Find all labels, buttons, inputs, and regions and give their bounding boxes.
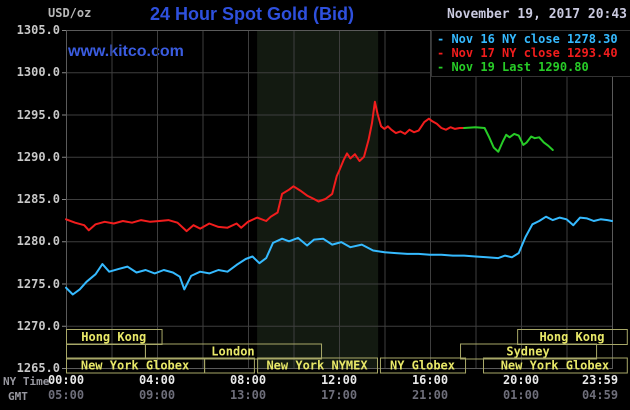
x-tick-label: 00:00	[47, 373, 85, 387]
y-tick-label: 1270.0	[16, 318, 60, 333]
legend-item: - Nov 19 Last 1290.80	[437, 60, 630, 74]
gmt-axis-label: GMT	[8, 390, 28, 403]
session-box-unlabeled	[66, 343, 146, 360]
legend-marker-dash: -	[437, 60, 452, 74]
x-tick-label: 16:00	[411, 373, 449, 387]
y-tick-label: 1275.0	[16, 276, 60, 291]
session-label: Hong Kong	[81, 330, 146, 344]
x-tick-label: 08:00	[229, 373, 267, 387]
session-box-ny-globex	[379, 357, 467, 374]
legend-item-value: 1293.40	[567, 46, 618, 60]
ny-time-axis-label: NY Time	[3, 375, 50, 388]
legend-marker-dash: -	[437, 32, 452, 46]
x-tick-label: 05:00	[47, 388, 85, 402]
legend-item-value: 1278.30	[567, 32, 618, 46]
kitco-watermark-link[interactable]: www.kitco.com	[68, 43, 184, 60]
session-box-unlabeled	[204, 357, 255, 374]
x-tick-label: 21:00	[411, 388, 449, 402]
session-label: London	[211, 345, 254, 359]
legend-item: - Nov 17 NY close 1293.40	[437, 46, 630, 60]
session-box-sydney	[460, 343, 598, 360]
price-line-nov-17	[65, 100, 466, 233]
plot-border	[66, 30, 613, 369]
legend: - Nov 16 NY close 1278.30- Nov 17 NY clo…	[431, 30, 630, 77]
price-line-nov-19	[463, 126, 554, 153]
legend-item: - Nov 16 NY close 1278.30	[437, 32, 630, 46]
legend-marker-dash: -	[437, 46, 452, 60]
y-tick-label: 1265.0	[16, 361, 60, 375]
x-tick-label: 20:00	[502, 373, 540, 387]
datetime-label: November 19, 2017 20:43	[446, 7, 627, 22]
session-label: Sydney	[506, 345, 549, 359]
y-tick-label: 1285.0	[16, 192, 60, 206]
session-box-new-york-nymex	[257, 357, 378, 374]
y-tick-label: 1305.0	[16, 23, 60, 37]
x-tick-label: 04:00	[138, 373, 176, 387]
x-tick-label: 04:59	[581, 388, 619, 402]
session-label: New York Globex	[81, 359, 189, 373]
session-label: NY Globex	[390, 359, 455, 373]
x-tick-label: 09:00	[138, 388, 176, 402]
page-title: 24 Hour Spot Gold (Bid)	[150, 4, 354, 24]
x-tick-label: 13:00	[229, 388, 267, 402]
y-tick-label: 1300.0	[16, 65, 60, 80]
session-label: New York NYMEX	[266, 359, 368, 373]
x-tick-label: 17:00	[320, 388, 358, 402]
session-box-new-york-globex	[483, 357, 628, 374]
y-tick-label: 1295.0	[16, 107, 60, 122]
legend-item-label: Nov 16 NY close	[451, 32, 568, 46]
legend-item-label: Nov 19 Last	[451, 60, 539, 74]
unit-label: USD/oz	[48, 6, 92, 20]
y-tick-label: 1280.0	[16, 234, 60, 249]
x-tick-label: 12:00	[320, 373, 358, 387]
x-tick-label: 23:59	[581, 373, 619, 387]
price-line-nov-16	[65, 215, 613, 296]
legend-item-label: Nov 17 NY close	[451, 46, 568, 60]
session-label: New York Globex	[501, 359, 609, 373]
x-tick-label: 01:00	[502, 388, 540, 402]
y-tick-label: 1290.0	[16, 149, 60, 164]
session-box-london	[144, 343, 323, 360]
legend-item-value: 1290.80	[538, 60, 589, 74]
session-label: Hong Kong	[539, 330, 604, 344]
